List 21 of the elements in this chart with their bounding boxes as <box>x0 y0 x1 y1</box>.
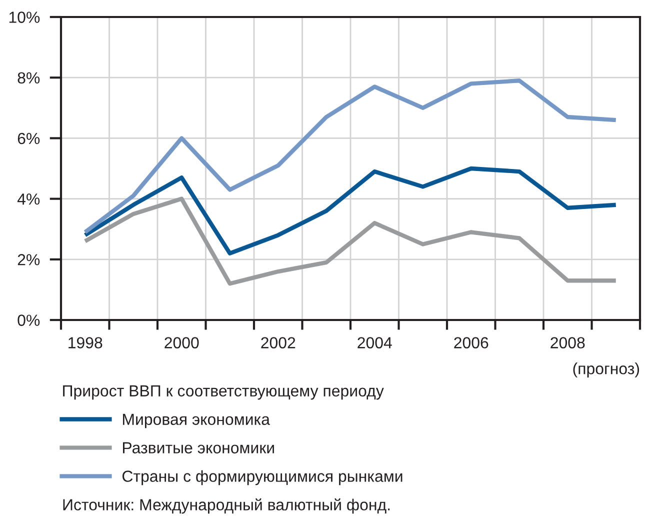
line-series <box>83 78 618 234</box>
x-tick-label: 2000 <box>164 337 199 348</box>
legend-label: Мировая экономика <box>123 414 270 428</box>
line-series <box>83 196 618 286</box>
x-tick-label: 2008 <box>550 337 585 348</box>
y-tick-label: 2% <box>18 254 40 266</box>
x-tick-label: 2002 <box>261 337 296 348</box>
text: (прогноз) <box>573 362 640 378</box>
y-tick-label: 8% <box>18 72 40 84</box>
line-series <box>83 166 618 256</box>
legend-label: Страны с формирующимися рынками <box>122 470 402 486</box>
x-tick-label: 1998 <box>68 337 102 348</box>
y-tick-label: 10% <box>9 12 40 23</box>
y-tick-label: 0% <box>18 314 40 326</box>
x-tick-label: 2004 <box>358 337 392 348</box>
legend-label: Развитые экономики <box>123 442 274 454</box>
text: Источник: Международный валютный фонд. <box>63 498 390 514</box>
legend-title: Прирост ВВП к соответствующему периоду <box>63 385 384 400</box>
y-tick-label: 6% <box>18 132 40 144</box>
y-tick-label: 4% <box>17 194 40 205</box>
x-tick-label: 2006 <box>454 337 488 348</box>
